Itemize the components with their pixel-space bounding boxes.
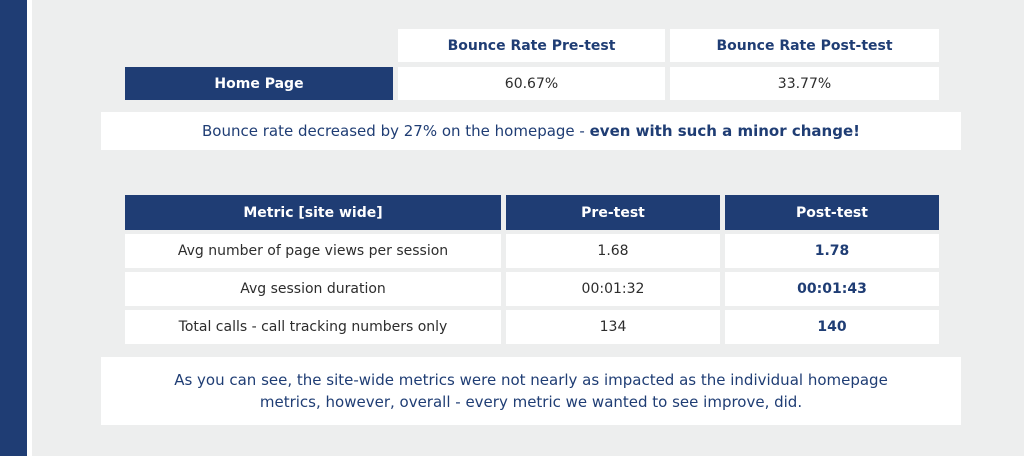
metric-post-cell: 140 xyxy=(725,310,939,344)
header-metric: Metric [site wide] xyxy=(125,195,501,230)
bounce-note-text: Bounce rate decreased by 27% on the home… xyxy=(202,122,590,140)
home-bounce-pre-value: 60.67% xyxy=(398,67,665,100)
site-wide-summary-note: As you can see, the site-wide metrics we… xyxy=(101,357,961,425)
metric-post-cell: 1.78 xyxy=(725,234,939,268)
left-accent-gap xyxy=(27,0,32,456)
col-header-bounce-post: Bounce Rate Post-test xyxy=(670,29,939,62)
row-label-home-page: Home Page xyxy=(125,67,393,100)
summary-line-2: metrics, however, overall - every metric… xyxy=(259,393,803,411)
metric-pre-cell: 134 xyxy=(506,310,720,344)
metric-name-cell: Avg session duration xyxy=(125,272,501,306)
metric-pre-cell: 1.68 xyxy=(506,234,720,268)
header-post-test: Post-test xyxy=(725,195,939,230)
bounce-rate-note: Bounce rate decreased by 27% on the home… xyxy=(101,112,961,150)
col-header-bounce-pre: Bounce Rate Pre-test xyxy=(398,29,665,62)
left-accent-bar xyxy=(0,0,27,456)
summary-line-1: As you can see, the site-wide metrics we… xyxy=(174,371,888,389)
header-pre-test: Pre-test xyxy=(506,195,720,230)
home-bounce-post-value: 33.77% xyxy=(670,67,939,100)
bounce-note-emphasis: even with such a minor change! xyxy=(589,122,860,140)
metric-name-cell: Total calls - call tracking numbers only xyxy=(125,310,501,344)
metric-name-cell: Avg number of page views per session xyxy=(125,234,501,268)
metric-post-cell: 00:01:43 xyxy=(725,272,939,306)
metric-pre-cell: 00:01:32 xyxy=(506,272,720,306)
